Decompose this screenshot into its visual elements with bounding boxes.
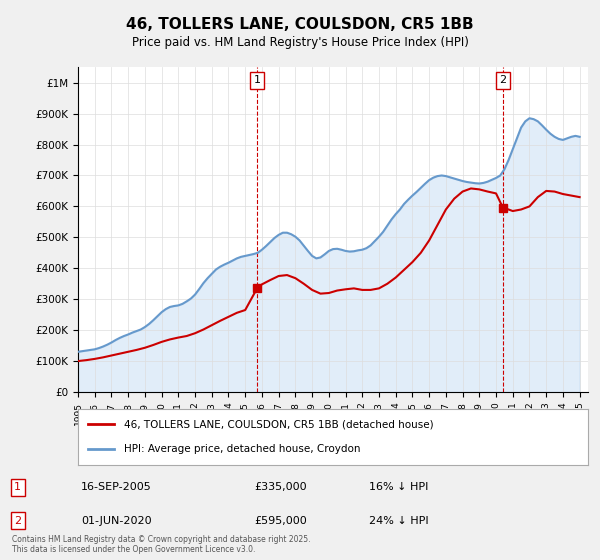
Text: 24% ↓ HPI: 24% ↓ HPI <box>369 516 429 526</box>
Text: HPI: Average price, detached house, Croydon: HPI: Average price, detached house, Croy… <box>124 444 361 454</box>
Text: Price paid vs. HM Land Registry's House Price Index (HPI): Price paid vs. HM Land Registry's House … <box>131 36 469 49</box>
Text: 1: 1 <box>254 75 260 85</box>
Text: 01-JUN-2020: 01-JUN-2020 <box>81 516 152 526</box>
Text: 1: 1 <box>14 482 21 492</box>
Text: Contains HM Land Registry data © Crown copyright and database right 2025.
This d: Contains HM Land Registry data © Crown c… <box>12 535 311 554</box>
Text: 2: 2 <box>499 75 506 85</box>
Text: £335,000: £335,000 <box>254 482 307 492</box>
Text: 46, TOLLERS LANE, COULSDON, CR5 1BB: 46, TOLLERS LANE, COULSDON, CR5 1BB <box>126 17 474 32</box>
Text: 16-SEP-2005: 16-SEP-2005 <box>81 482 152 492</box>
Text: 2: 2 <box>14 516 22 526</box>
Text: 16% ↓ HPI: 16% ↓ HPI <box>369 482 428 492</box>
Text: £595,000: £595,000 <box>254 516 307 526</box>
Text: 46, TOLLERS LANE, COULSDON, CR5 1BB (detached house): 46, TOLLERS LANE, COULSDON, CR5 1BB (det… <box>124 419 434 430</box>
